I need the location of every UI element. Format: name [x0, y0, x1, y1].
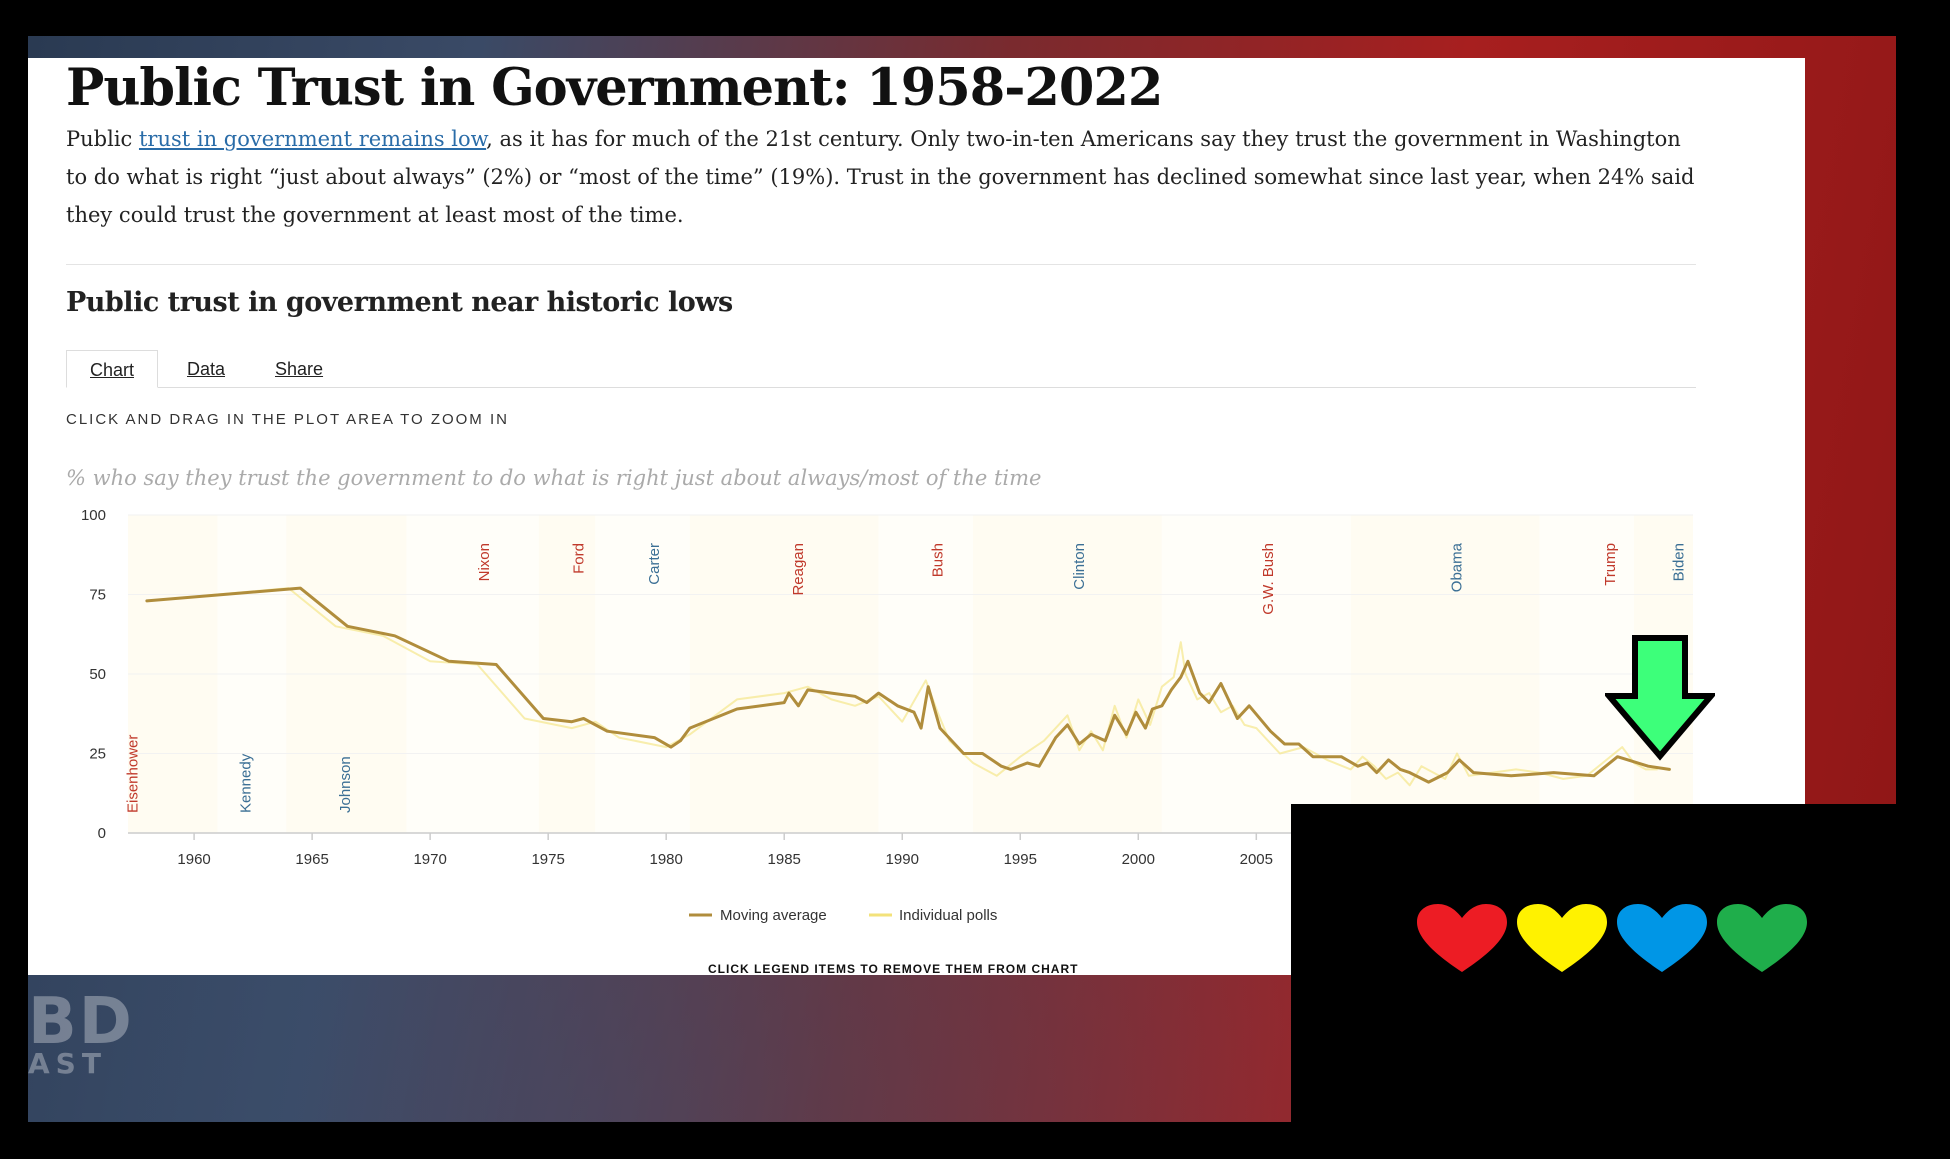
legend-label-individual-polls: Individual polls — [899, 907, 997, 924]
president-label: Johnson — [337, 756, 354, 813]
president-label: Ford — [571, 543, 588, 574]
y-tick-label: 0 — [98, 825, 106, 842]
individual-polls-line — [146, 587, 1658, 787]
logo-watermark-main: BD — [28, 985, 134, 1059]
tab-chart[interactable]: Chart — [66, 350, 159, 388]
page-title: Public Trust in Government: 1958-2022 — [66, 58, 1163, 118]
moving-average-line — [145, 586, 1671, 784]
intro-text-start: Public — [66, 127, 139, 151]
president-label: Biden — [1671, 543, 1688, 581]
chart-title: Public trust in government near historic… — [66, 287, 733, 318]
x-tick-label: 1995 — [1004, 851, 1037, 868]
hearts-row — [1417, 904, 1807, 972]
president-label: Clinton — [1071, 543, 1088, 590]
heart-icon — [1517, 904, 1607, 972]
chart-legend: Moving average Individual polls — [689, 907, 997, 924]
heart-icon — [1617, 904, 1707, 972]
logo-watermark-sub: AST — [28, 1047, 107, 1080]
hearts-overlay-box — [1291, 804, 1950, 1159]
president-label: Carter — [646, 543, 663, 585]
legend-note: CLICK LEGEND ITEMS TO REMOVE THEM FROM C… — [708, 962, 1079, 975]
x-tick-label: 1985 — [768, 851, 801, 868]
x-tick-label: 2000 — [1122, 851, 1155, 868]
y-axis: 0 25 50 75 100 — [81, 507, 106, 842]
heart-icon — [1417, 904, 1507, 972]
intro-text-rest: , as it has for much of the 21st century… — [66, 127, 1695, 227]
trust-report-link[interactable]: trust in government remains low — [138, 127, 487, 151]
chart-series — [145, 586, 1671, 787]
x-tick-label: 2005 — [1240, 851, 1273, 868]
tab-share[interactable]: Share — [275, 359, 324, 379]
y-tick-label: 100 — [81, 507, 106, 524]
section-divider — [66, 264, 1696, 265]
x-tick-label: 1970 — [413, 851, 446, 868]
heart-icon — [1717, 904, 1807, 972]
x-tick-label: 1960 — [177, 851, 210, 868]
chart-subtitle: % who say they trust the government to d… — [66, 466, 1042, 490]
zoom-hint: CLICK AND DRAG IN THE PLOT AREA TO ZOOM … — [66, 411, 509, 428]
legend-label-moving-average: Moving average — [720, 907, 827, 924]
president-label: Bush — [929, 543, 946, 577]
x-tick-label: 1980 — [650, 851, 683, 868]
arrow-shape — [1605, 635, 1715, 761]
trust-chart[interactable]: 0 25 50 75 100 1960 1965 1970 1975 1980 1985 1990 1… — [28, 58, 1805, 975]
president-label: Eisenhower — [124, 735, 141, 813]
y-tick-label: 75 — [89, 587, 106, 604]
logo-watermark: BD AST — [28, 990, 134, 1078]
x-tick-label: 1965 — [295, 851, 328, 868]
y-tick-label: 25 — [89, 746, 106, 763]
intro-paragraph: Public trust in government remains low, … — [66, 120, 1706, 234]
x-tick-label: 1975 — [531, 851, 564, 868]
chart-tabs: Chart Data Share — [66, 350, 1696, 388]
president-label: Reagan — [790, 543, 807, 596]
president-label: Kennedy — [238, 753, 255, 813]
tab-data[interactable]: Data — [187, 359, 226, 379]
down-arrow-icon — [1605, 635, 1715, 761]
x-tick-label: 1990 — [886, 851, 919, 868]
y-tick-label: 50 — [89, 666, 106, 683]
president-labels: Eisenhower Kennedy Johnson Nixon Ford Carter R… — [124, 542, 1687, 813]
president-label: Nixon — [476, 543, 493, 581]
president-label: G.W. Bush — [1260, 543, 1277, 615]
president-label: Trump — [1602, 543, 1619, 586]
president-label: Obama — [1449, 542, 1466, 592]
